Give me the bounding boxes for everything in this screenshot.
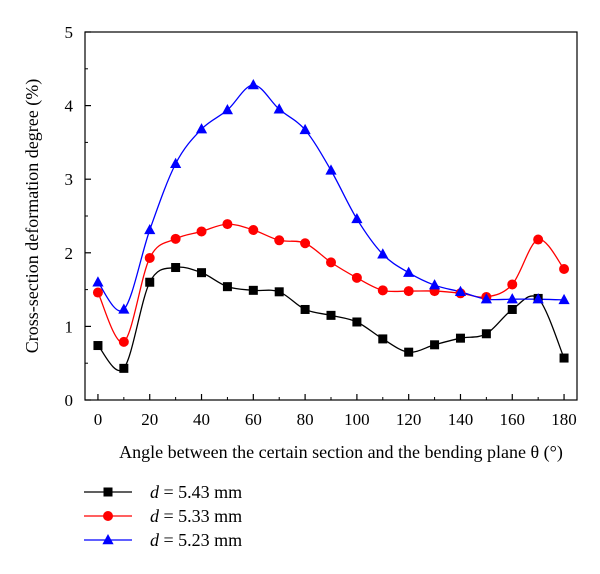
y-tick-label: 0 xyxy=(65,391,74,410)
data-point-d533 xyxy=(118,336,129,347)
legend-marker-d523 xyxy=(102,534,114,545)
data-point-d533 xyxy=(377,285,388,296)
data-point-d523 xyxy=(377,248,389,259)
data-point-d543 xyxy=(326,310,336,320)
data-point-d533 xyxy=(248,224,259,235)
x-tick-label: 40 xyxy=(193,410,210,429)
data-point-d533 xyxy=(326,257,336,268)
y-axis-title: Cross-section deformation degree (%) xyxy=(22,79,43,353)
data-point-d523 xyxy=(480,293,492,304)
data-point-d543 xyxy=(93,341,103,351)
data-point-d533 xyxy=(559,263,570,274)
data-point-d543 xyxy=(171,263,181,273)
series-line-d523 xyxy=(97,84,565,312)
data-point-d523 xyxy=(247,78,259,90)
series-line-d533 xyxy=(97,223,565,343)
data-point-d523 xyxy=(221,104,234,115)
data-point-d523 xyxy=(273,103,285,114)
y-tick-label: 4 xyxy=(65,97,74,116)
legend: d = 5.43 mmd = 5.33 mmd = 5.23 mm xyxy=(84,482,242,550)
data-point-d543 xyxy=(145,277,155,287)
legend-value: = 5.23 mm xyxy=(159,530,242,550)
data-point-d543 xyxy=(378,334,388,344)
data-point-d543 xyxy=(300,304,310,314)
y-tick-label: 2 xyxy=(65,244,74,263)
legend-marker-d533 xyxy=(103,511,113,521)
data-point-d543 xyxy=(352,317,362,327)
legend-value: = 5.33 mm xyxy=(159,506,242,526)
data-point-d533 xyxy=(170,233,181,244)
data-point-d523 xyxy=(454,285,467,297)
data-point-d533 xyxy=(196,226,207,237)
data-point-d533 xyxy=(222,219,233,230)
data-point-d543 xyxy=(455,333,465,343)
data-point-d543 xyxy=(404,347,414,357)
data-point-d543 xyxy=(274,287,284,297)
data-point-d523 xyxy=(532,293,544,304)
data-point-d533 xyxy=(533,234,544,245)
y-tick-label: 5 xyxy=(65,23,74,42)
data-point-d523 xyxy=(144,223,156,235)
data-point-d543 xyxy=(197,268,207,278)
x-tick-label: 120 xyxy=(396,410,422,429)
data-point-d523 xyxy=(118,303,130,314)
data-point-d533 xyxy=(92,287,103,298)
legend-marker-d543 xyxy=(103,487,113,497)
data-point-d543 xyxy=(507,304,517,314)
data-point-d543 xyxy=(248,285,258,295)
x-axis-title: Angle between the certain section and th… xyxy=(119,442,563,463)
x-tick-label: 0 xyxy=(94,410,103,429)
x-tick-label: 160 xyxy=(500,410,526,429)
data-point-d533 xyxy=(351,272,362,283)
data-point-d523 xyxy=(506,293,518,304)
data-point-d543 xyxy=(430,340,440,350)
x-tick-label: 60 xyxy=(245,410,262,429)
data-point-d533 xyxy=(403,286,414,297)
data-point-d523 xyxy=(403,266,415,277)
data-point-d523 xyxy=(195,123,208,134)
data-point-d533 xyxy=(507,279,518,290)
data-point-d543 xyxy=(559,353,569,363)
legend-value: = 5.43 mm xyxy=(159,482,242,502)
legend-label-d523: d = 5.23 mm xyxy=(150,530,242,550)
data-point-d523 xyxy=(92,276,104,287)
legend-variable: d xyxy=(150,530,160,550)
legend-variable: d xyxy=(150,482,160,502)
x-tick-label: 100 xyxy=(344,410,370,429)
x-tick-label: 20 xyxy=(141,410,158,429)
data-point-d543 xyxy=(481,329,491,339)
y-tick-label: 3 xyxy=(65,170,74,189)
data-point-d543 xyxy=(222,282,232,292)
data-point-d523 xyxy=(325,164,337,175)
x-tick-label: 140 xyxy=(448,410,474,429)
data-point-d523 xyxy=(351,212,363,224)
x-tick-label: 80 xyxy=(297,410,314,429)
x-tick-label: 180 xyxy=(551,410,577,429)
y-tick-label: 1 xyxy=(65,317,74,336)
data-point-d523 xyxy=(170,157,182,168)
legend-variable: d xyxy=(150,506,160,526)
legend-label-d543: d = 5.43 mm xyxy=(150,482,242,502)
data-point-d533 xyxy=(300,238,311,249)
data-point-d523 xyxy=(299,123,311,135)
plot-frame xyxy=(84,31,578,401)
legend-label-d533: d = 5.33 mm xyxy=(150,506,242,526)
data-point-d533 xyxy=(144,252,155,263)
data-point-d533 xyxy=(274,235,285,246)
data-point-d543 xyxy=(119,363,129,373)
data-point-d523 xyxy=(428,279,441,290)
data-point-d523 xyxy=(558,293,570,305)
